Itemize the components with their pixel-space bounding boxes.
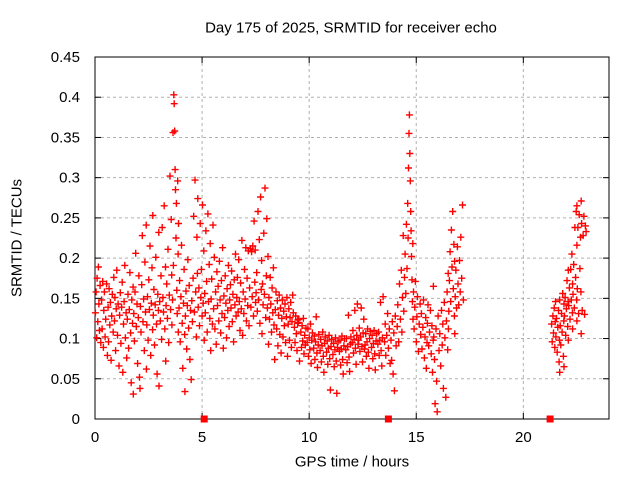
data-point-square (384, 415, 392, 423)
y-tick-label: 0 (72, 411, 80, 428)
y-tick-label: 0.35 (51, 129, 80, 146)
plot-border (94, 56, 610, 420)
y-tick-label: 0.25 (51, 210, 80, 227)
x-tick-label: 15 (408, 429, 425, 446)
chart-title: Day 175 of 2025, SRMTID for receiver ech… (205, 19, 497, 37)
y-tick-label: 0.3 (59, 170, 80, 187)
y-tick-label: 0.2 (59, 250, 80, 267)
data-point-square (200, 415, 208, 423)
y-tick-label: 0.45 (51, 49, 80, 66)
y-tick-label: 0.05 (51, 371, 80, 388)
data-points-plus (91, 91, 590, 416)
x-tick-label: 0 (91, 429, 99, 446)
data-point-square (546, 415, 554, 423)
x-tick-label: 5 (198, 429, 206, 446)
y-tick-label: 0.15 (51, 290, 80, 307)
x-tick-label: 10 (301, 429, 318, 446)
x-tick-label: 20 (515, 429, 532, 446)
y-tick-label: 0.4 (59, 89, 80, 106)
x-axis-label: GPS time / hours (294, 453, 410, 471)
y-axis-label: SRMTID / TECUs (8, 178, 26, 298)
y-tick-label: 0.1 (59, 331, 80, 348)
